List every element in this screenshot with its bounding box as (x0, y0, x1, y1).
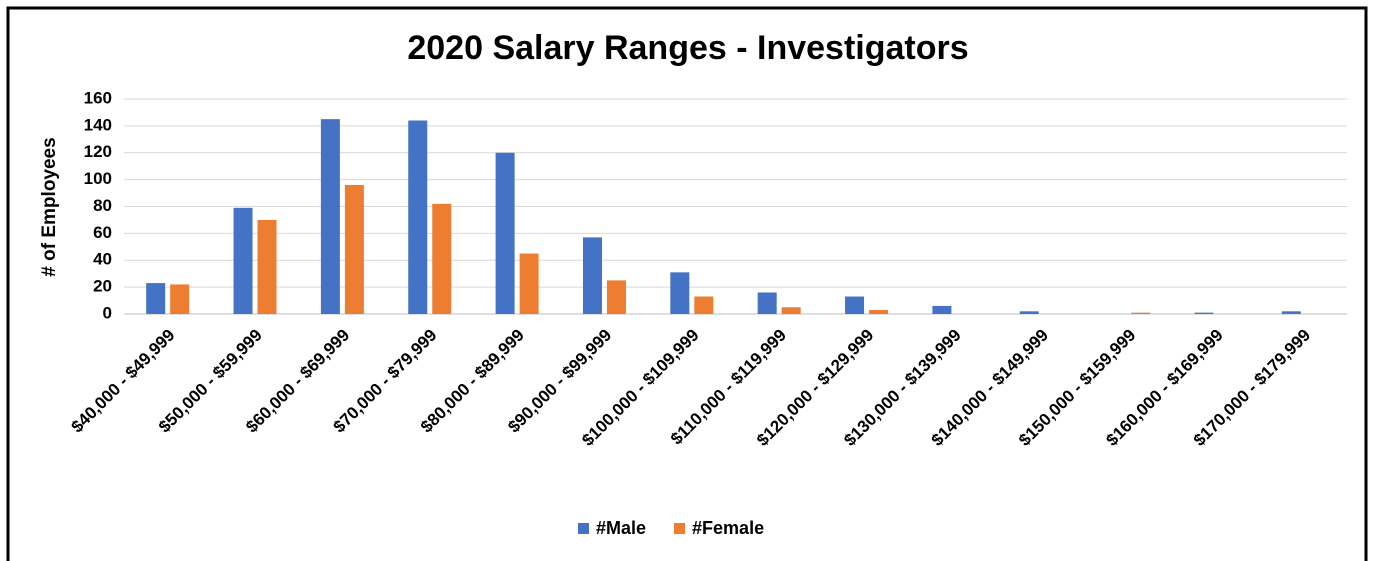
bar (781, 307, 801, 314)
y-tick-label: 160 (84, 88, 112, 107)
bar (320, 119, 340, 314)
chart-title: 2020 Salary Ranges - Investigators (407, 29, 968, 67)
y-tick-label: 140 (84, 115, 112, 134)
bar (344, 185, 364, 314)
y-tick-label: 100 (84, 169, 112, 188)
y-tick-label: 20 (93, 277, 112, 296)
bar (146, 283, 166, 314)
bar (845, 296, 865, 314)
y-tick-label: 0 (103, 303, 112, 322)
bar (1194, 312, 1214, 314)
bar (1281, 311, 1301, 314)
bar (1131, 312, 1151, 314)
y-tick-label: 40 (93, 250, 112, 269)
legend-swatch (578, 523, 589, 534)
bar (495, 152, 515, 314)
bar (694, 296, 714, 314)
bar (408, 120, 428, 314)
bar (432, 203, 452, 314)
y-tick-label: 120 (84, 142, 112, 161)
bar (757, 292, 777, 314)
bar (1019, 311, 1039, 314)
legend-label: #Female (692, 518, 764, 538)
bar (257, 219, 277, 314)
bar (932, 305, 952, 314)
bar (170, 284, 190, 314)
y-tick-label: 60 (93, 223, 112, 242)
legend-label: #Male (596, 518, 646, 538)
bar (519, 253, 539, 314)
bar (869, 309, 889, 314)
bar (670, 272, 690, 314)
bar (582, 237, 602, 314)
y-tick-label: 80 (93, 196, 112, 215)
bar (606, 280, 626, 314)
y-axis-label: # of Employees (39, 137, 60, 276)
bar (233, 207, 253, 314)
legend-swatch (674, 523, 686, 534)
